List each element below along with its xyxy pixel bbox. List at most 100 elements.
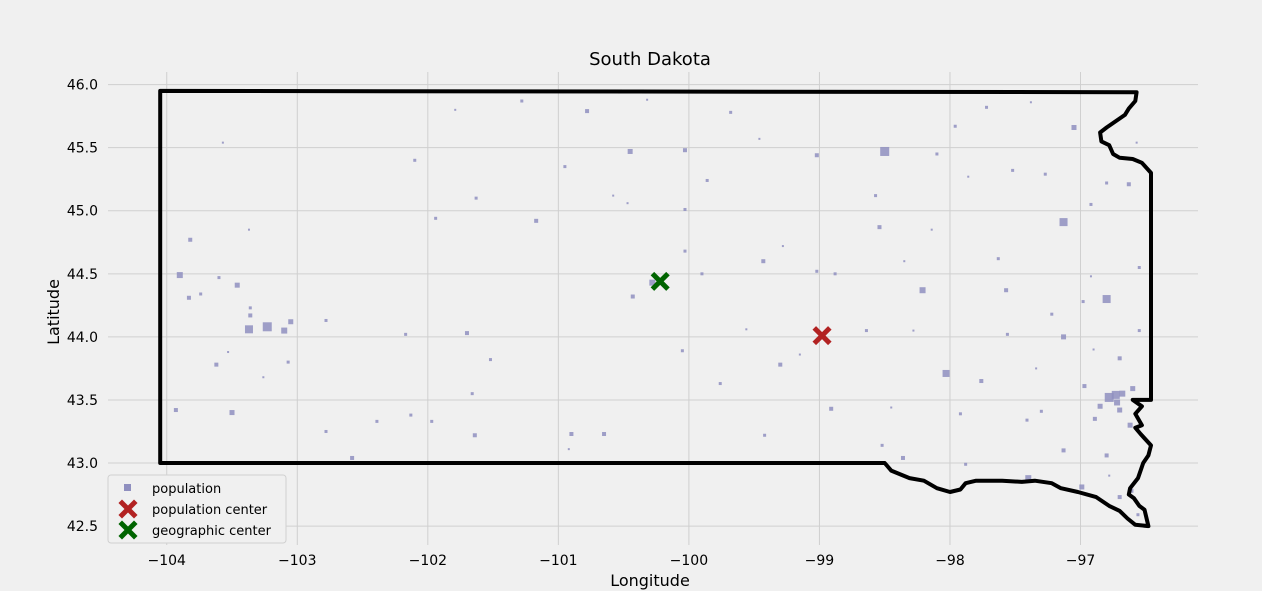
x-tick-label: −102 bbox=[409, 553, 447, 569]
population-point bbox=[217, 276, 221, 280]
population-point bbox=[350, 455, 355, 460]
y-tick-label: 45.5 bbox=[67, 141, 98, 157]
x-tick-label: −104 bbox=[148, 553, 187, 569]
population-point bbox=[935, 152, 939, 156]
population-point bbox=[912, 329, 915, 332]
state-border bbox=[158, 88, 1153, 529]
population-point bbox=[761, 259, 766, 264]
population-point bbox=[470, 392, 474, 396]
legend-box bbox=[107, 474, 287, 544]
population-point bbox=[1035, 367, 1038, 370]
population-point bbox=[649, 279, 656, 286]
legend-x-geographic-center bbox=[118, 520, 138, 540]
population-point bbox=[778, 362, 783, 367]
y-tick-label: 42.5 bbox=[67, 519, 98, 535]
population-point bbox=[1114, 399, 1121, 406]
population-point bbox=[646, 98, 649, 101]
population-point bbox=[1089, 275, 1092, 278]
population-point bbox=[454, 108, 457, 111]
population-point bbox=[758, 137, 761, 140]
population-point bbox=[1137, 329, 1141, 333]
population-point bbox=[953, 124, 957, 128]
population-point bbox=[1071, 124, 1077, 130]
population-point bbox=[683, 207, 687, 211]
y-tick-label: 44.0 bbox=[67, 330, 98, 346]
population-point bbox=[288, 319, 294, 325]
population-point bbox=[718, 382, 722, 386]
population-point bbox=[1079, 484, 1085, 490]
x-tick-label: −99 bbox=[805, 553, 835, 569]
population-point bbox=[864, 329, 868, 333]
population-point bbox=[173, 408, 178, 413]
y-tick-label: 45.0 bbox=[67, 204, 98, 220]
population-point bbox=[434, 216, 438, 220]
population-point bbox=[1043, 172, 1047, 176]
population-point bbox=[404, 332, 408, 336]
x-tick-label: −98 bbox=[935, 553, 965, 569]
population-point bbox=[221, 141, 224, 144]
population-point bbox=[903, 260, 906, 263]
population-point bbox=[409, 413, 413, 417]
population-point bbox=[890, 406, 893, 409]
population-point bbox=[520, 99, 524, 103]
population-point bbox=[798, 353, 801, 356]
population-point bbox=[964, 462, 968, 466]
population-point bbox=[1092, 348, 1095, 351]
population-point bbox=[188, 237, 193, 242]
population-point bbox=[1102, 295, 1111, 304]
population-point bbox=[1005, 332, 1009, 336]
population-point bbox=[1105, 181, 1109, 185]
population-point bbox=[569, 432, 574, 437]
x-tick-labels: −104 −103 −102 −101 −100 −99 −98 −97 bbox=[148, 553, 1096, 569]
population-point bbox=[1092, 416, 1097, 421]
population-point bbox=[880, 443, 884, 447]
population-point bbox=[1039, 409, 1043, 413]
y-axis-label: Latitude bbox=[44, 279, 63, 345]
population-point bbox=[602, 432, 607, 437]
legend-population-label: population bbox=[152, 482, 221, 497]
population-point bbox=[1136, 513, 1140, 517]
population-point bbox=[1089, 202, 1093, 206]
population-point bbox=[874, 194, 878, 198]
population-point bbox=[1117, 356, 1122, 361]
population-point bbox=[1097, 403, 1103, 409]
x-tick-label: −101 bbox=[539, 553, 577, 569]
population-point bbox=[464, 331, 469, 336]
geographic-center-marker bbox=[650, 271, 670, 291]
x-tick-label: −97 bbox=[1066, 553, 1096, 569]
population-point bbox=[729, 110, 733, 114]
population-point bbox=[1117, 495, 1122, 500]
population-points bbox=[173, 98, 1141, 517]
population-point bbox=[474, 196, 478, 200]
population-point bbox=[281, 327, 288, 334]
population-point bbox=[763, 433, 767, 437]
population-center-marker bbox=[812, 326, 832, 346]
population-point bbox=[781, 245, 784, 248]
population-point bbox=[979, 379, 984, 384]
population-point bbox=[829, 406, 834, 411]
population-point bbox=[1127, 422, 1133, 428]
population-point bbox=[900, 455, 905, 460]
population-point bbox=[877, 225, 882, 230]
population-point bbox=[1059, 218, 1068, 227]
population-point bbox=[585, 109, 590, 114]
population-point bbox=[214, 362, 219, 367]
population-point bbox=[227, 351, 230, 354]
population-point bbox=[262, 322, 272, 332]
population-point bbox=[930, 228, 933, 231]
x-axis-label: Longitude bbox=[610, 571, 690, 590]
population-point bbox=[248, 313, 253, 318]
population-point bbox=[630, 294, 635, 299]
x-tick-label: −103 bbox=[278, 553, 316, 569]
population-point bbox=[985, 105, 989, 109]
population-point bbox=[472, 433, 477, 438]
population-point bbox=[262, 376, 265, 379]
population-point bbox=[1108, 474, 1111, 477]
population-point bbox=[1117, 407, 1123, 413]
population-point bbox=[1081, 300, 1085, 304]
population-point bbox=[1004, 288, 1009, 293]
legend-x-population-center bbox=[118, 499, 138, 519]
population-point bbox=[1025, 418, 1029, 422]
y-tick-label: 43.0 bbox=[67, 456, 98, 472]
